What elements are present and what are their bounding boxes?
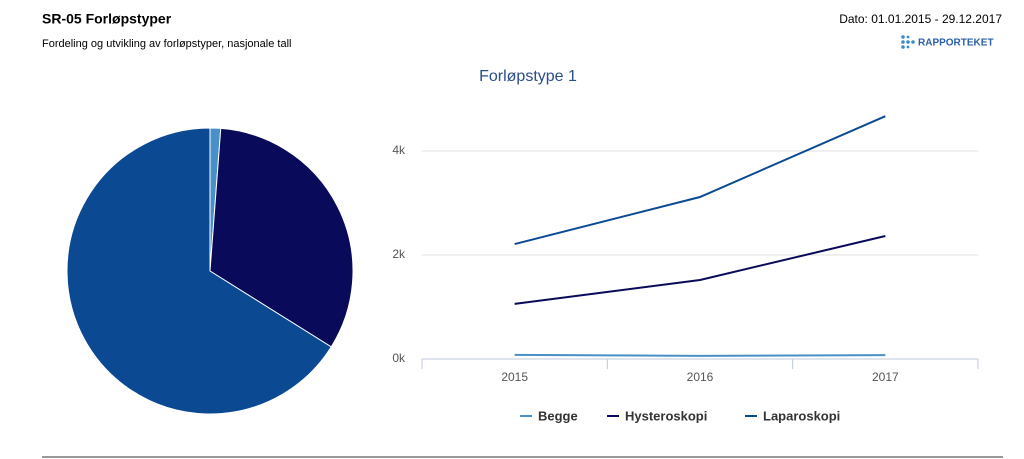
y-tick-label: 0k	[392, 351, 406, 365]
series-line	[514, 115, 886, 246]
legend-label: Begge	[538, 408, 578, 423]
chart-title: Forløpstype 1	[479, 68, 577, 85]
series-line	[514, 353, 886, 357]
report-subtitle: Fordeling og utvikling av forløpstyper, …	[42, 38, 291, 50]
pie-slice	[66, 127, 332, 415]
y-tick-label: 4k	[392, 143, 406, 157]
series-line	[514, 235, 886, 305]
x-tick-label: 2015	[501, 370, 528, 384]
report-title: SR-05 Forløpstyper	[42, 11, 172, 27]
x-tick-label: 2016	[687, 370, 714, 384]
y-tick-label: 2k	[392, 247, 406, 261]
pie-slice	[209, 127, 354, 348]
x-tick-label: 2017	[872, 370, 899, 384]
legend-label: Laparoskopi	[763, 408, 840, 423]
report-date: Dato: 01.01.2015 - 29.12.2017	[839, 12, 1002, 26]
logo-dots	[901, 35, 915, 49]
logo-text: RAPPORTEKET	[918, 38, 994, 49]
legend-label: Hysteroskopi	[625, 408, 707, 423]
